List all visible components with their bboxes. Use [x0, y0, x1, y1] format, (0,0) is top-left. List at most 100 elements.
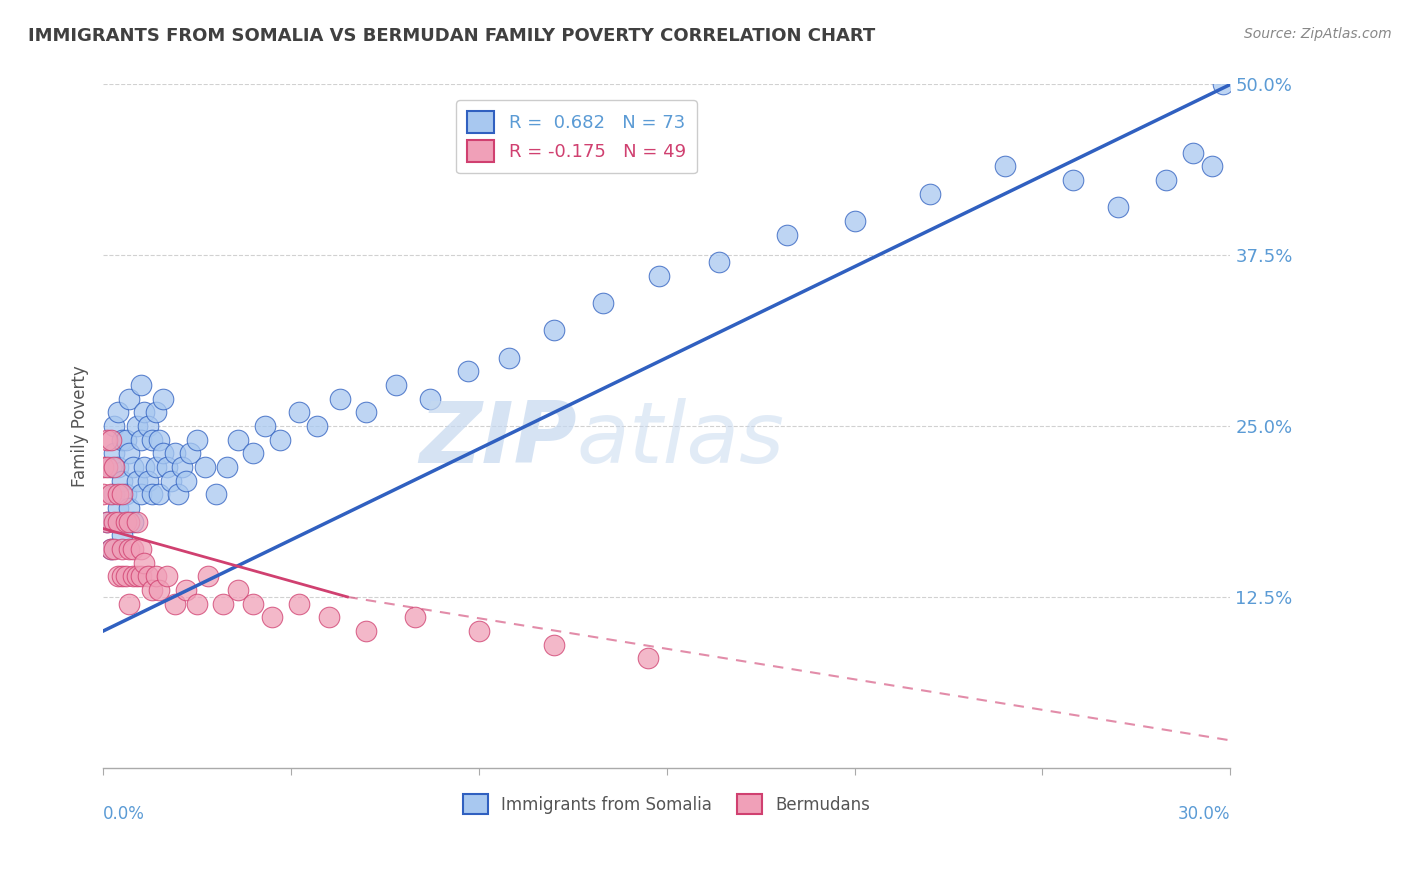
Point	[100, 460, 122, 475]
Point	[253, 419, 276, 434]
Point	[96, 515, 118, 529]
Point	[111, 474, 134, 488]
Point	[269, 433, 291, 447]
Point	[592, 296, 614, 310]
Point	[118, 501, 141, 516]
Text: Source: ZipAtlas.com: Source: ZipAtlas.com	[1244, 27, 1392, 41]
Point	[111, 542, 134, 557]
Point	[129, 569, 152, 583]
Point	[136, 474, 159, 488]
Point	[776, 227, 799, 242]
Point	[385, 378, 408, 392]
Point	[111, 569, 134, 583]
Point	[648, 268, 671, 283]
Point	[1181, 145, 1204, 160]
Point	[107, 487, 129, 501]
Point	[163, 597, 186, 611]
Point	[107, 569, 129, 583]
Point	[96, 433, 118, 447]
Text: IMMIGRANTS FROM SOMALIA VS BERMUDAN FAMILY POVERTY CORRELATION CHART: IMMIGRANTS FROM SOMALIA VS BERMUDAN FAMI…	[28, 27, 876, 45]
Point	[918, 186, 941, 201]
Point	[129, 542, 152, 557]
Point	[148, 487, 170, 501]
Point	[114, 569, 136, 583]
Point	[844, 214, 866, 228]
Point	[122, 542, 145, 557]
Point	[125, 474, 148, 488]
Point	[186, 433, 208, 447]
Point	[145, 569, 167, 583]
Point	[404, 610, 426, 624]
Point	[134, 460, 156, 475]
Point	[163, 446, 186, 460]
Point	[212, 597, 235, 611]
Point	[141, 433, 163, 447]
Point	[205, 487, 228, 501]
Point	[307, 419, 329, 434]
Point	[103, 487, 125, 501]
Point	[129, 378, 152, 392]
Point	[329, 392, 352, 406]
Point	[103, 542, 125, 557]
Point	[122, 515, 145, 529]
Point	[194, 460, 217, 475]
Point	[637, 651, 659, 665]
Point	[129, 487, 152, 501]
Point	[228, 433, 250, 447]
Point	[148, 433, 170, 447]
Point	[107, 515, 129, 529]
Point	[1212, 78, 1234, 92]
Point	[100, 542, 122, 557]
Point	[159, 474, 181, 488]
Point	[167, 487, 190, 501]
Point	[122, 460, 145, 475]
Point	[136, 569, 159, 583]
Point	[103, 419, 125, 434]
Y-axis label: Family Poverty: Family Poverty	[72, 365, 89, 487]
Point	[111, 487, 134, 501]
Point	[543, 323, 565, 337]
Point	[1107, 201, 1129, 215]
Point	[114, 515, 136, 529]
Point	[354, 624, 377, 638]
Point	[709, 255, 731, 269]
Point	[1156, 173, 1178, 187]
Point	[152, 392, 174, 406]
Point	[103, 460, 125, 475]
Text: ZIP: ZIP	[419, 398, 576, 482]
Point	[419, 392, 441, 406]
Point	[152, 446, 174, 460]
Point	[242, 446, 264, 460]
Point	[114, 487, 136, 501]
Point	[1062, 173, 1084, 187]
Point	[125, 419, 148, 434]
Point	[107, 460, 129, 475]
Point	[125, 569, 148, 583]
Point	[118, 392, 141, 406]
Point	[145, 460, 167, 475]
Point	[148, 582, 170, 597]
Legend: Immigrants from Somalia, Bermudans: Immigrants from Somalia, Bermudans	[457, 788, 877, 821]
Point	[103, 446, 125, 460]
Point	[468, 624, 491, 638]
Point	[457, 364, 479, 378]
Point	[107, 501, 129, 516]
Point	[141, 582, 163, 597]
Point	[498, 351, 520, 365]
Point	[170, 460, 193, 475]
Point	[543, 638, 565, 652]
Point	[114, 433, 136, 447]
Point	[217, 460, 239, 475]
Point	[100, 542, 122, 557]
Point	[118, 597, 141, 611]
Point	[103, 515, 125, 529]
Point	[186, 597, 208, 611]
Point	[287, 405, 309, 419]
Text: atlas: atlas	[576, 398, 785, 482]
Point	[354, 405, 377, 419]
Point	[91, 487, 114, 501]
Point	[318, 610, 340, 624]
Point	[287, 597, 309, 611]
Point	[111, 433, 134, 447]
Point	[145, 405, 167, 419]
